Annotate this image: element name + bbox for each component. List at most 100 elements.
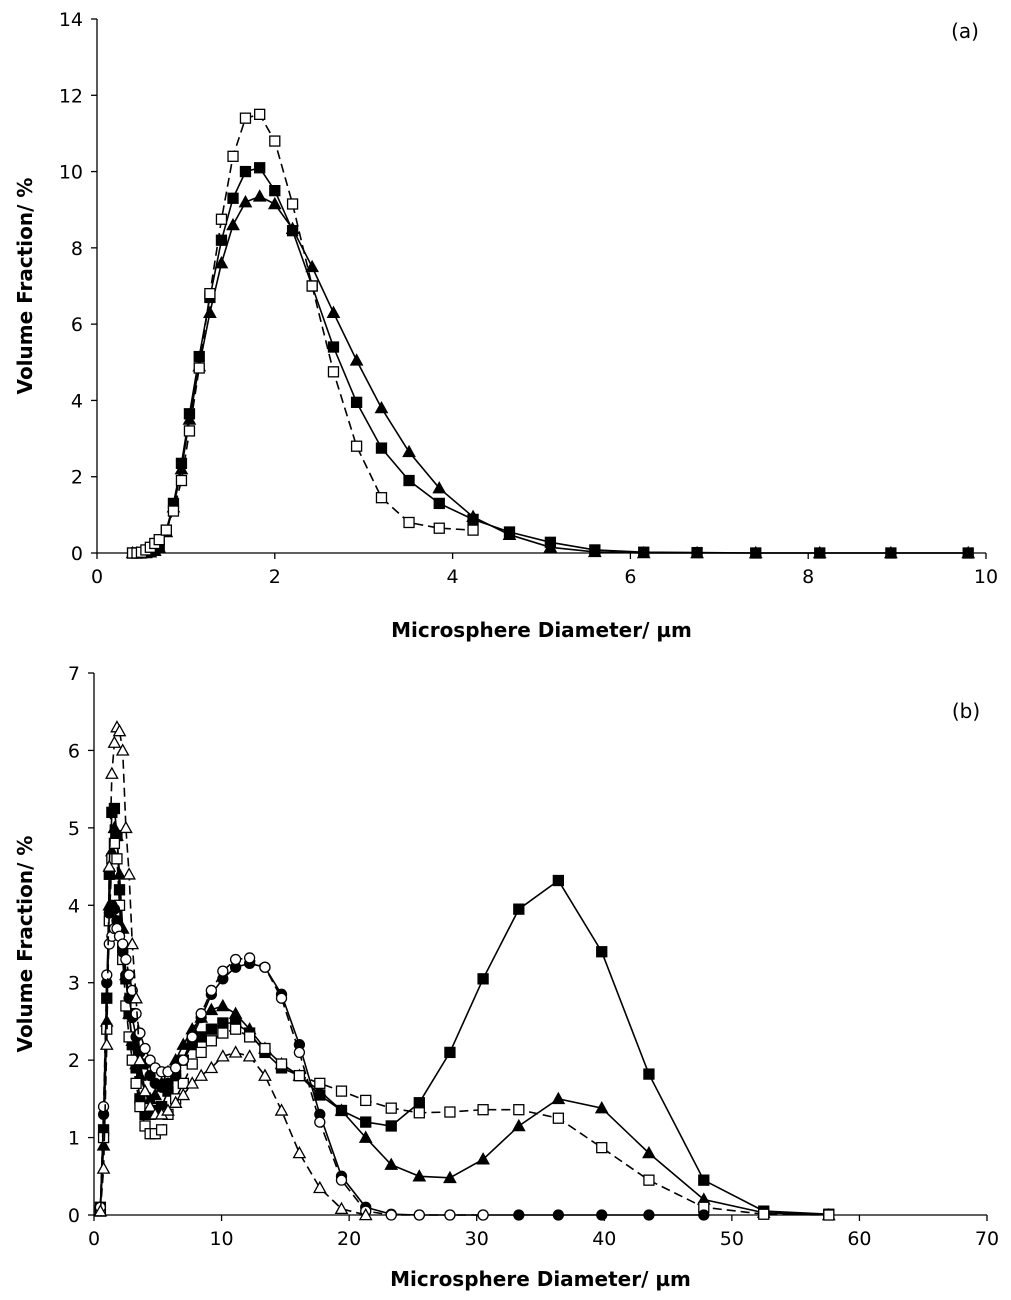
- x-tick-label: 60: [847, 1228, 871, 1250]
- data-point: [758, 1208, 770, 1220]
- x-tick-label: 30: [465, 1228, 489, 1250]
- series-line: [132, 166, 969, 554]
- data-point: [385, 1209, 397, 1221]
- data-point: [215, 1049, 230, 1062]
- data-point: [413, 1107, 425, 1119]
- data-point: [403, 516, 415, 529]
- y-tick-label: 2: [68, 1050, 80, 1072]
- data-point: [108, 837, 121, 849]
- data-point: [413, 1209, 425, 1221]
- y-tick-label: 14: [59, 9, 83, 31]
- data-point: [403, 474, 415, 487]
- y-tick-label: 3: [68, 973, 80, 995]
- data-point: [596, 946, 608, 958]
- data-point: [385, 1120, 397, 1132]
- data-point: [204, 1060, 219, 1074]
- data-point: [205, 1023, 218, 1035]
- y-tick-label: 1: [68, 1128, 80, 1150]
- x-tick-label: 20: [337, 1228, 361, 1250]
- data-point: [358, 1207, 373, 1221]
- data-point: [433, 497, 445, 510]
- x-tick-label: 10: [974, 566, 998, 588]
- data-point: [112, 867, 127, 880]
- y-tick-label: 2: [71, 467, 83, 489]
- y-tick-label: 5: [68, 818, 80, 840]
- data-point: [129, 991, 143, 1004]
- y-tick-label: 4: [68, 895, 80, 917]
- y-tick-label: 0: [68, 1205, 80, 1227]
- data-point: [412, 1169, 427, 1182]
- data-point: [144, 1054, 156, 1066]
- data-point: [108, 903, 121, 915]
- data-point: [183, 425, 196, 437]
- data-point: [642, 1145, 656, 1159]
- data-point: [176, 1087, 191, 1101]
- data-point: [432, 481, 447, 494]
- data-point: [306, 280, 318, 292]
- data-point: [162, 1077, 174, 1090]
- panel-annotation: (a): [951, 19, 979, 43]
- x-axis-label: Microsphere Diameter/ µm: [390, 1267, 691, 1291]
- data-point: [105, 766, 119, 779]
- data-point: [513, 1104, 525, 1116]
- data-point: [177, 1054, 189, 1066]
- data-point: [293, 1069, 306, 1082]
- data-point: [217, 965, 229, 977]
- data-point: [167, 505, 180, 517]
- x-tick-label: 0: [88, 1228, 100, 1250]
- data-point: [286, 225, 299, 237]
- data-point: [258, 1068, 272, 1081]
- data-point: [125, 936, 140, 950]
- data-point: [476, 1152, 490, 1165]
- data-point: [238, 194, 253, 208]
- data-point: [160, 524, 172, 536]
- series-filled-square-solid: [126, 162, 974, 559]
- y-tick-label: 8: [71, 238, 83, 260]
- y-tick-label: 6: [71, 314, 83, 336]
- data-point: [227, 192, 239, 204]
- data-point: [243, 1031, 256, 1043]
- data-point: [327, 341, 340, 353]
- data-point: [153, 534, 165, 546]
- data-point: [384, 1157, 399, 1170]
- data-point: [467, 524, 479, 536]
- data-point: [138, 1084, 152, 1097]
- data-point: [217, 1027, 229, 1039]
- data-point: [228, 1006, 243, 1019]
- data-point: [643, 1068, 655, 1080]
- x-tick-label: 10: [209, 1228, 233, 1250]
- data-point: [467, 513, 479, 526]
- y-tick-label: 6: [68, 740, 80, 762]
- data-point: [217, 1017, 229, 1029]
- data-point: [638, 546, 650, 558]
- data-point: [252, 189, 267, 202]
- y-tick-label: 10: [59, 162, 83, 184]
- data-point: [443, 1170, 457, 1184]
- data-point: [552, 874, 565, 887]
- data-point: [349, 353, 364, 366]
- data-point: [93, 1204, 108, 1217]
- data-point: [205, 1035, 218, 1047]
- data-point: [305, 259, 319, 273]
- data-point: [293, 1046, 306, 1059]
- data-point: [229, 1023, 242, 1035]
- data-point: [552, 1112, 565, 1124]
- data-point: [143, 1099, 157, 1112]
- data-point: [444, 1106, 456, 1118]
- x-tick-label: 8: [802, 566, 814, 588]
- data-point: [750, 547, 762, 559]
- series-filled-triangle-solid: [125, 189, 976, 559]
- data-point: [102, 859, 117, 872]
- data-point: [228, 1045, 243, 1058]
- data-point: [374, 400, 389, 414]
- data-point: [226, 217, 240, 231]
- data-point: [183, 408, 196, 420]
- data-point: [107, 735, 122, 748]
- x-tick-label: 40: [592, 1228, 616, 1250]
- data-point: [175, 474, 188, 487]
- data-point: [243, 952, 256, 964]
- data-point: [215, 998, 230, 1012]
- data-point: [477, 1104, 489, 1116]
- data-point: [123, 969, 135, 981]
